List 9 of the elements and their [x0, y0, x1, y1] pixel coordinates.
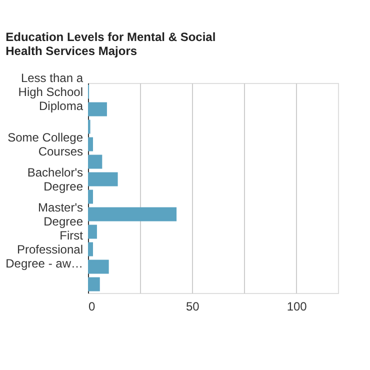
y-tick-label: Bachelor's Degree	[27, 165, 84, 194]
y-tick-label: Master's Degree	[38, 200, 84, 228]
y-tick-label: Some College Courses	[8, 130, 84, 158]
chart-title: Education Levels for Mental & Social Health Services Majors	[6, 30, 216, 58]
y-tick-label: First Professional Degree - aw…	[6, 228, 84, 270]
x-tick-label: 50	[186, 300, 200, 314]
x-tick-label: 0	[88, 300, 96, 314]
x-tick-label: 100	[286, 300, 308, 314]
y-tick-label: Less than a High School Diploma	[18, 70, 84, 113]
